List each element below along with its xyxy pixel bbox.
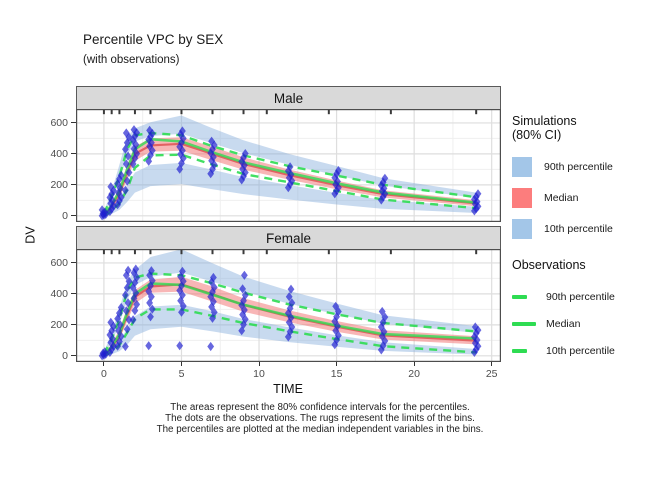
x-tick-mark <box>103 362 105 366</box>
legend-item-obs-90th: 90th percentile <box>512 290 670 304</box>
legend-item-sim-median: Median <box>512 187 670 208</box>
y-tick-label: 200 <box>50 178 68 191</box>
y-tick-mark <box>71 324 76 326</box>
x-tick-mark <box>491 362 493 366</box>
y-tick-mark <box>71 355 76 357</box>
y-tick-mark <box>71 262 76 264</box>
y-tick-label: 200 <box>50 318 68 331</box>
y-tick-mark <box>71 293 76 295</box>
legend-observations-title: Observations <box>512 258 586 272</box>
vpc-panel-female-chart <box>76 249 501 362</box>
caption-line-2: The dots are the observations. The rugs … <box>165 413 475 424</box>
x-tick-label: 0 <box>100 368 107 380</box>
y-tick-label: 600 <box>50 116 68 129</box>
y-axis-title: DV <box>23 226 38 244</box>
ribbon-swatch-90th <box>512 156 532 177</box>
legend-observations: Observations 90th percentile Median 10th… <box>512 258 670 358</box>
x-axis-title: TIME <box>273 382 303 396</box>
legend-simulations-title-line1: Simulations <box>512 114 577 128</box>
plot-subtitle: (with observations) <box>83 54 180 66</box>
x-tick-mark <box>258 362 260 366</box>
x-tick-label: 10 <box>253 368 265 380</box>
y-tick-mark <box>71 153 76 155</box>
x-tick-label: 5 <box>178 368 185 380</box>
dashed-line-key <box>512 295 527 299</box>
legend-item-sim-10th: 10th percentile <box>512 218 670 239</box>
facet-panel-male <box>76 109 501 222</box>
legend-item-obs-10th: 10th percentile <box>512 344 670 358</box>
y-tick-mark <box>71 122 76 124</box>
legend-simulations: Simulations (80% CI) 90th percentile Med… <box>512 114 670 239</box>
caption-line-1: The areas represent the 80% confidence i… <box>170 402 470 413</box>
facet-strip-male-label: Male <box>273 90 304 106</box>
caption-line-3: The percentiles are plotted at the media… <box>156 424 484 435</box>
y-tick-label: 600 <box>50 256 68 269</box>
facet-strip-female: Female <box>76 226 501 250</box>
vpc-panel-male-chart <box>76 109 501 222</box>
y-tick-label: 400 <box>50 147 68 160</box>
legend-label: 10th percentile <box>546 345 615 357</box>
x-tick-mark <box>181 362 182 366</box>
ribbon-swatch-10th <box>512 218 532 239</box>
x-tick-mark <box>413 362 415 366</box>
legend-label: 10th percentile <box>544 222 613 235</box>
facet-strip-male: Male <box>76 86 501 110</box>
facet-strip-female-label: Female <box>265 230 311 246</box>
x-tick-mark <box>336 362 338 366</box>
solid-line-key <box>512 322 536 326</box>
legend-label: Median <box>546 318 581 330</box>
legend-label: 90th percentile <box>544 160 613 173</box>
facet-panel-female <box>76 249 501 362</box>
y-tick-label: 0 <box>62 349 68 362</box>
x-tick-label: 25 <box>485 368 498 380</box>
legend-label: 90th percentile <box>546 291 615 303</box>
x-tick-label: 20 <box>408 368 420 380</box>
legend-simulations-title-line2: (80% CI) <box>512 128 562 142</box>
legend-item-sim-90th: 90th percentile <box>512 156 670 177</box>
x-tick-label: 15 <box>330 368 343 380</box>
y-tick-label: 0 <box>62 209 68 222</box>
y-tick-label: 400 <box>50 287 68 300</box>
legend-item-obs-median: Median <box>512 317 670 331</box>
dashed-line-key <box>512 349 527 353</box>
y-tick-mark <box>71 184 76 186</box>
legend-label: Median <box>544 191 579 204</box>
ribbon-swatch-median <box>512 187 532 208</box>
y-tick-mark <box>71 215 76 217</box>
plot-title: Percentile VPC by SEX <box>83 32 224 47</box>
